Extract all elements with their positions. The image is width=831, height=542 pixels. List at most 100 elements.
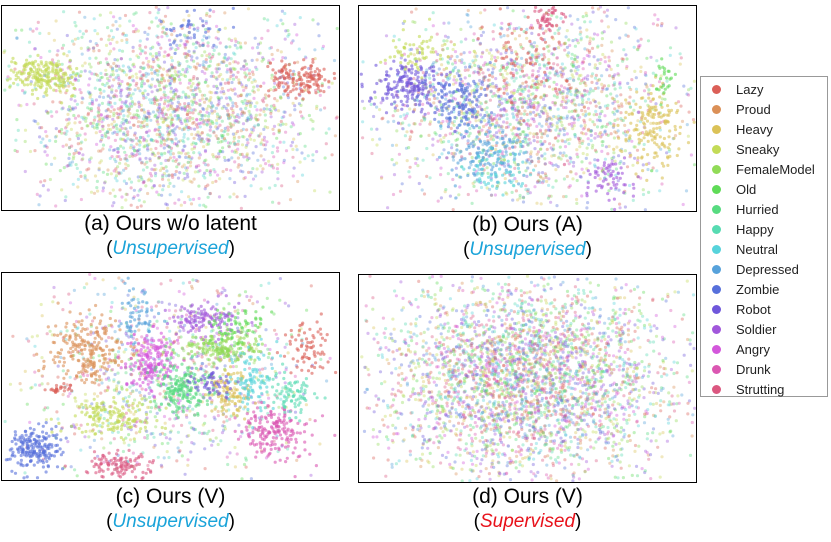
scatter-point [233, 37, 237, 41]
scatter-point [488, 61, 492, 65]
scatter-point [30, 92, 34, 96]
scatter-point [100, 120, 104, 124]
scatter-point [613, 73, 617, 77]
scatter-point [197, 87, 201, 91]
scatter-point [291, 101, 295, 105]
scatter-point [631, 198, 635, 202]
scatter-point [207, 99, 211, 103]
scatter-point [452, 75, 457, 79]
scatter-point [111, 23, 115, 27]
scatter-point [215, 70, 219, 74]
scatter-point [186, 104, 190, 108]
scatter-point [193, 93, 197, 97]
scatter-point [558, 90, 562, 94]
scatter-point [264, 96, 268, 100]
scatter-point [162, 102, 167, 106]
scatter-point [575, 148, 579, 152]
scatter-point [613, 87, 617, 91]
scatter-point [491, 70, 495, 74]
scatter-point [188, 53, 192, 58]
scatter-point [177, 63, 181, 67]
scatter-point [197, 184, 201, 188]
scatter-point [530, 31, 534, 35]
scatter-point [521, 130, 525, 134]
scatter-point [528, 112, 533, 116]
scatter-point [211, 74, 215, 78]
scatter-point [114, 167, 118, 171]
scatter-point [293, 22, 297, 26]
scatter-point [448, 116, 452, 121]
scatter-point [415, 94, 420, 98]
scatter-point [332, 58, 337, 63]
scatter-point [207, 111, 211, 116]
scatter-point [616, 117, 620, 121]
scatter-point [528, 98, 532, 102]
scatter-point [639, 96, 643, 100]
scatter-point [6, 75, 10, 79]
scatter-point [109, 11, 113, 15]
scatter-point [201, 19, 205, 23]
scatter-point [110, 90, 114, 94]
scatter-point [666, 146, 670, 150]
scatter-point [125, 105, 129, 109]
scatter-point [634, 76, 638, 80]
scatter-point [518, 132, 522, 136]
scatter-point [519, 122, 523, 126]
scatter-point [581, 15, 585, 19]
scatter-point [674, 26, 678, 30]
scatter-point [212, 43, 216, 47]
scatter-point [553, 72, 558, 76]
scatter-point [460, 111, 464, 116]
scatter-point [624, 139, 628, 143]
scatter-point [192, 136, 196, 140]
scatter-point [40, 74, 44, 78]
scatter-point [139, 76, 143, 80]
scatter-point [186, 128, 190, 132]
scatter-point [104, 109, 108, 113]
scatter-point [642, 147, 646, 151]
scatter-point [88, 56, 92, 61]
scatter-point [186, 94, 191, 98]
scatter-point [183, 200, 187, 205]
scatter-point [309, 74, 313, 78]
scatter-point [485, 186, 489, 190]
scatter-point [107, 85, 111, 89]
scatter-point [528, 191, 532, 195]
scatter-point [105, 72, 109, 77]
scatter-point [556, 28, 560, 32]
scatter-point [580, 102, 584, 106]
scatter-point [314, 80, 318, 84]
scatter-point [121, 146, 126, 150]
scatter-point [209, 125, 213, 129]
scatter-point [119, 171, 123, 175]
scatter-point [546, 115, 550, 119]
scatter-point [651, 97, 655, 102]
scatter-point [113, 93, 117, 97]
scatter-point [144, 156, 148, 160]
scatter-point [225, 58, 229, 62]
scatter-point [657, 111, 661, 115]
scatter-point [117, 171, 121, 175]
scatter-point [562, 86, 567, 90]
scatter-point [227, 56, 231, 60]
scatter-point [174, 92, 178, 96]
scatter-point [147, 129, 151, 133]
scatter-point [108, 148, 112, 152]
scatter-point [168, 69, 172, 73]
scatter-point [185, 52, 189, 56]
scatter-point [625, 64, 629, 69]
scatter-point [593, 63, 597, 67]
scatter-point [414, 7, 418, 11]
scatter-point [203, 187, 207, 191]
scatter-point [137, 115, 141, 119]
scatter-point [223, 81, 227, 85]
scatter-point [258, 113, 262, 117]
scatter-point [175, 125, 179, 129]
scatter-point [200, 137, 205, 141]
scatter-point [249, 132, 253, 136]
scatter-point [574, 87, 578, 91]
scatter-point [44, 109, 49, 113]
scatter-point [212, 130, 216, 134]
scatter-point [138, 157, 142, 161]
scatter-point [453, 65, 457, 69]
